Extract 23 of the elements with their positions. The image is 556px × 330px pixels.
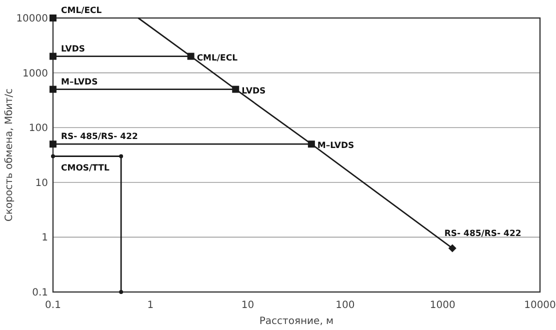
x-tick-label: 1000 <box>430 300 456 311</box>
annotation: M–LVDS <box>61 77 98 88</box>
annotation: RS- 485/RS- 422 <box>61 132 138 142</box>
y-tick-label: 1 <box>42 232 48 244</box>
x-tick-label: 0.1 <box>45 300 61 311</box>
y-tick-label: 10 <box>35 178 48 189</box>
x-tick-label: 10000 <box>524 300 556 311</box>
x-tick-label: 100 <box>336 300 355 311</box>
x-axis-title: Расстояние, м <box>259 316 334 327</box>
y-tick-label: 10000 <box>16 14 48 24</box>
annotation: RS- 485/RS- 422 <box>444 229 522 240</box>
annotation: M–LVDS <box>317 141 354 152</box>
y-tick-label: 0.1 <box>32 288 48 298</box>
annotation: LVDS <box>242 86 266 96</box>
y-tick-label: 1000 <box>22 68 48 80</box>
y-axis-title: Скорость обмена, Мбит/с <box>4 88 15 222</box>
annotation: CMOS/TTL <box>61 163 110 174</box>
x-tick-label: 10 <box>241 300 254 311</box>
x-tick-label: 1 <box>147 300 154 311</box>
y-tick-label: 100 <box>28 123 48 134</box>
annotation: CML/ECL <box>61 6 102 16</box>
annotation: LVDS <box>61 44 86 54</box>
annotation: CML/ECL <box>196 53 238 64</box>
